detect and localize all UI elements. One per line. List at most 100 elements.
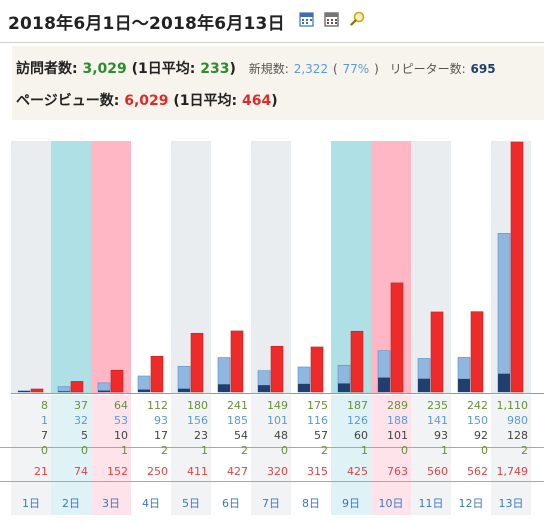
day-label[interactable]: 4日 bbox=[142, 497, 160, 510]
day-column-band bbox=[491, 395, 531, 515]
pageviews-bar bbox=[70, 381, 84, 393]
new-visitors-cell: 1 bbox=[41, 414, 48, 427]
day-column-band bbox=[371, 395, 411, 515]
pageviews-avg-open: (1日平均: bbox=[173, 93, 238, 109]
pageviews-cell: 763 bbox=[387, 465, 408, 478]
day-label[interactable]: 13日 bbox=[498, 497, 524, 510]
pageviews-bar bbox=[470, 311, 484, 393]
new-visitors-cell: 126 bbox=[347, 414, 368, 427]
day-label[interactable]: 3日 bbox=[102, 497, 120, 510]
pageviews-summary: ページビュー数: 6,029 (1日平均: 464) bbox=[16, 90, 278, 110]
day-column-band bbox=[171, 395, 211, 515]
repeat-bar bbox=[258, 385, 270, 392]
summary-panel: 訪問者数: 3,029 (1日平均: 233) 新規数: 2,322 ( 77%… bbox=[12, 46, 544, 120]
new-visitors-cell: 116 bbox=[307, 414, 328, 427]
repeat-bar bbox=[138, 389, 150, 392]
day-label[interactable]: 12日 bbox=[458, 497, 484, 510]
new-visitors-cell: 141 bbox=[427, 414, 448, 427]
new-visitors-cell: 93 bbox=[154, 414, 168, 427]
pageviews-bar bbox=[230, 330, 244, 393]
visitors-bar bbox=[497, 233, 511, 393]
day-label[interactable]: 1日 bbox=[22, 497, 40, 510]
repeat-bar bbox=[498, 373, 510, 392]
day-band bbox=[51, 141, 91, 394]
day-label[interactable]: 7日 bbox=[262, 497, 280, 510]
repeat-cell: 93 bbox=[434, 429, 448, 442]
pageviews-cell: 152 bbox=[107, 465, 128, 478]
repeat-bar bbox=[378, 377, 390, 392]
day-column-band bbox=[411, 395, 451, 515]
visitors-avg-close: ) bbox=[229, 61, 236, 77]
new-pct-close: ) bbox=[374, 62, 379, 76]
new-visitors-cell: 53 bbox=[114, 414, 128, 427]
search-magnifier-icon[interactable] bbox=[350, 11, 365, 27]
repeat-cell: 101 bbox=[387, 429, 408, 442]
new-visitors-cell: 150 bbox=[467, 414, 488, 427]
new-visitors-cell: 156 bbox=[187, 414, 208, 427]
visits-cell: 112 bbox=[147, 399, 168, 412]
pageviews-bar bbox=[430, 311, 444, 393]
pageviews-value: 6,029 bbox=[124, 93, 169, 109]
day-column-band bbox=[91, 395, 131, 515]
new-visitors-cell: 101 bbox=[267, 414, 288, 427]
day-column-band bbox=[251, 395, 291, 515]
new-visitors-cell: 185 bbox=[227, 414, 248, 427]
extra-count-cell: 0 bbox=[41, 444, 48, 457]
pageviews-avg-value: 464 bbox=[242, 93, 272, 109]
pageviews-bar bbox=[270, 345, 284, 393]
repeat-bar bbox=[58, 391, 70, 392]
repeat-cell: 48 bbox=[274, 429, 288, 442]
day-label[interactable]: 2日 bbox=[62, 497, 80, 510]
repeat-label: リピーター数: bbox=[389, 62, 466, 76]
extra-count-cell: 2 bbox=[161, 444, 168, 457]
report-header: 2018年6月1日～2018年6月13日 bbox=[0, 0, 544, 43]
day-label[interactable]: 8日 bbox=[302, 497, 320, 510]
new-pct: 77% bbox=[342, 62, 370, 76]
pageviews-cell: 560 bbox=[427, 465, 448, 478]
extra-count-cell: 0 bbox=[481, 444, 488, 457]
pageviews-bar bbox=[30, 388, 44, 393]
visitors-summary: 訪問者数: 3,029 (1日平均: 233) 新規数: 2,322 ( 77%… bbox=[16, 58, 496, 78]
pageviews-label: ページビュー数: bbox=[16, 93, 120, 109]
visitors-bar bbox=[177, 365, 191, 393]
new-label: 新規数: bbox=[248, 62, 289, 76]
pageviews-cell: 411 bbox=[187, 465, 208, 478]
pageviews-bar bbox=[510, 141, 524, 393]
calendar-icon[interactable] bbox=[299, 11, 314, 27]
pageviews-cell: 74 bbox=[74, 465, 88, 478]
extra-count-cell: 0 bbox=[401, 444, 408, 457]
calendar-grid-icon[interactable] bbox=[324, 11, 339, 27]
new-value: 2,322 bbox=[293, 62, 329, 76]
repeat-cell: 23 bbox=[194, 429, 208, 442]
day-label[interactable]: 5日 bbox=[182, 497, 200, 510]
pageviews-bar bbox=[190, 332, 204, 393]
day-band bbox=[11, 141, 51, 394]
pageviews-bar bbox=[310, 346, 324, 393]
pageviews-bar bbox=[350, 330, 364, 393]
repeat-bar bbox=[338, 383, 350, 392]
repeat-bar bbox=[218, 384, 230, 392]
extra-count-cell: 1 bbox=[441, 444, 448, 457]
extra-count-cell: 2 bbox=[521, 444, 528, 457]
new-visitors-cell: 980 bbox=[507, 414, 528, 427]
day-label[interactable]: 6日 bbox=[222, 497, 240, 510]
new-pct-open: ( bbox=[332, 62, 338, 76]
pageviews-cell: 320 bbox=[267, 465, 288, 478]
repeat-bar bbox=[458, 378, 470, 392]
day-column-band bbox=[51, 395, 91, 515]
pageviews-bar bbox=[150, 355, 164, 393]
repeat-cell: 54 bbox=[234, 429, 248, 442]
visits-cell: 175 bbox=[307, 399, 328, 412]
extra-count-cell: 1 bbox=[201, 444, 208, 457]
visits-cell: 289 bbox=[387, 399, 408, 412]
new-visitors-cell: 32 bbox=[74, 414, 88, 427]
visits-cell: 241 bbox=[227, 399, 248, 412]
date-range-title: 2018年6月1日～2018年6月13日 bbox=[8, 14, 285, 34]
visits-cell: 1,110 bbox=[496, 399, 529, 412]
day-label[interactable]: 10日 bbox=[378, 497, 404, 510]
extra-count-cell: 1 bbox=[361, 444, 368, 457]
visits-cell: 37 bbox=[74, 399, 88, 412]
pageviews-cell: 427 bbox=[227, 465, 248, 478]
day-label[interactable]: 11日 bbox=[418, 497, 444, 510]
day-label[interactable]: 9日 bbox=[342, 497, 360, 510]
